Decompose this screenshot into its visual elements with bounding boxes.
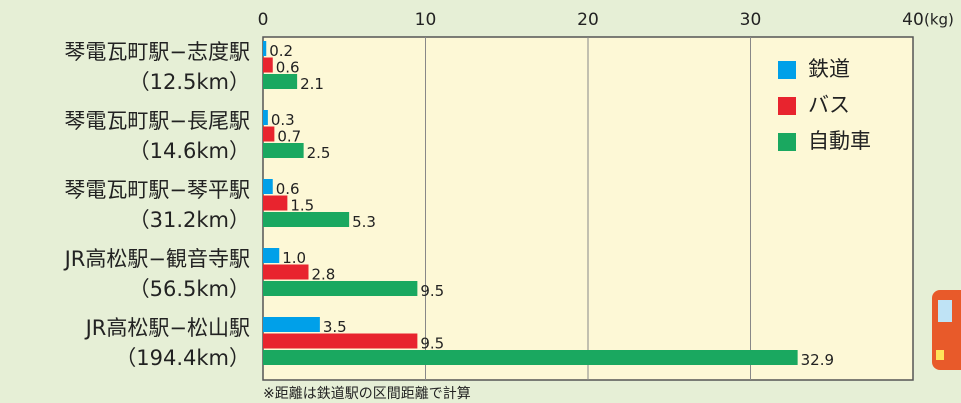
bar <box>263 264 309 280</box>
x-tick-label: 10 <box>415 10 437 30</box>
value-label: 0.3 <box>271 111 295 129</box>
bar <box>263 57 273 73</box>
bar <box>263 179 273 194</box>
y-tick-label: （194.4km） <box>115 346 250 370</box>
bar <box>263 248 280 263</box>
x-tick-label: 20 <box>577 10 599 30</box>
y-tick-label: （56.5km） <box>129 277 250 301</box>
y-tick-label: 琴電瓦町駅−志度駅 <box>64 40 250 64</box>
value-label: 0.6 <box>276 59 300 77</box>
legend-swatch <box>778 97 796 115</box>
legend-swatch <box>778 133 796 151</box>
y-tick-label: 琴電瓦町駅−琴平駅 <box>64 178 250 202</box>
legend-label: 鉄道 <box>808 57 850 81</box>
bar <box>263 41 267 56</box>
y-tick-label: JR高松駅−観音寺駅 <box>63 247 250 271</box>
legend-label: バス <box>808 93 850 117</box>
y-tick-label: 琴電瓦町駅−長尾駅 <box>64 109 250 133</box>
bar <box>263 126 275 142</box>
value-label: 9.5 <box>420 335 444 353</box>
bar <box>263 333 418 349</box>
bar <box>263 281 418 296</box>
bar <box>263 143 304 158</box>
x-tick-label: 40 <box>902 10 924 30</box>
bar <box>263 110 268 125</box>
value-label: 9.5 <box>420 282 444 300</box>
legend-label: 自動車 <box>808 129 871 153</box>
value-label: 0.6 <box>276 180 300 198</box>
bar <box>263 317 320 332</box>
value-label: 2.1 <box>300 75 324 93</box>
value-label: 2.5 <box>307 144 331 162</box>
x-unit: (kg) <box>924 11 954 29</box>
bar <box>263 212 350 227</box>
bar <box>263 74 298 89</box>
bar <box>263 195 288 211</box>
y-tick-label: （31.2km） <box>129 208 250 232</box>
value-label: 0.2 <box>269 42 293 60</box>
bar <box>263 350 798 365</box>
value-label: 2.8 <box>312 266 336 284</box>
y-tick-label: （14.6km） <box>129 139 250 163</box>
value-label: 1.5 <box>290 197 314 215</box>
x-tick-label: 0 <box>258 10 269 30</box>
value-label: 5.3 <box>352 213 376 231</box>
y-tick-label: （12.5km） <box>129 70 250 94</box>
x-tick-label: 30 <box>740 10 762 30</box>
value-label: 0.7 <box>277 128 301 146</box>
value-label: 32.9 <box>801 351 834 369</box>
value-label: 1.0 <box>282 249 306 267</box>
y-tick-label: JR高松駅−松山駅 <box>84 316 250 340</box>
value-label: 3.5 <box>323 318 347 336</box>
legend-swatch <box>778 61 796 79</box>
train-illustration <box>932 290 961 370</box>
note: ※距離は鉄道駅の区間距離で計算 <box>263 385 471 402</box>
